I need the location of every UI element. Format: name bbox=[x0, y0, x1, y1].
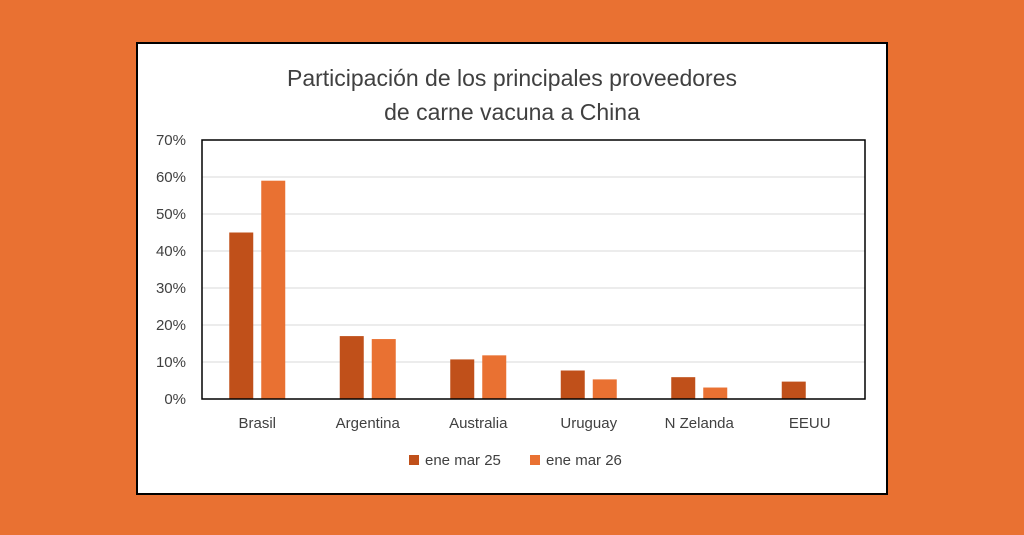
legend-label: ene mar 26 bbox=[546, 452, 622, 469]
bar bbox=[781, 381, 806, 399]
bar bbox=[229, 232, 254, 399]
y-tick-label: 10% bbox=[156, 354, 186, 371]
x-tick-label: Brasil bbox=[238, 415, 276, 432]
y-tick-label: 40% bbox=[156, 243, 186, 260]
y-axis-tick-labels: 0% 10% 20% 30% 40% 50% 60% 70% bbox=[156, 132, 186, 408]
bar bbox=[261, 180, 286, 399]
x-axis-tick-labels: Brasil Argentina Australia Uruguay N Zelanda… bbox=[238, 415, 830, 432]
chart-title-line-1: Participación de los principales proveed… bbox=[287, 65, 737, 91]
x-tick-label: EEUU bbox=[789, 415, 831, 432]
bar bbox=[592, 379, 617, 399]
chart-card: Participación de los principales proveed… bbox=[136, 42, 888, 495]
bar bbox=[450, 359, 475, 399]
gridlines bbox=[202, 176, 865, 363]
legend: ene mar 25 ene mar 26 bbox=[409, 452, 622, 469]
plot-area-border bbox=[201, 139, 866, 400]
legend-label: ene mar 25 bbox=[425, 452, 501, 469]
bar-chart: Participación de los principales proveed… bbox=[156, 65, 866, 469]
bar bbox=[560, 370, 585, 399]
legend-swatch bbox=[409, 455, 419, 465]
bars bbox=[229, 180, 806, 399]
chart-title-line-2: de carne vacuna a China bbox=[384, 99, 640, 125]
y-tick-label: 0% bbox=[164, 391, 186, 408]
bar bbox=[482, 355, 507, 399]
bar bbox=[703, 387, 728, 399]
x-tick-label: N Zelanda bbox=[665, 415, 735, 432]
x-tick-label: Uruguay bbox=[560, 415, 617, 432]
y-tick-label: 20% bbox=[156, 317, 186, 334]
bar bbox=[339, 336, 364, 399]
x-tick-label: Australia bbox=[449, 415, 508, 432]
bar bbox=[671, 377, 696, 399]
y-tick-label: 50% bbox=[156, 206, 186, 223]
x-tick-label: Argentina bbox=[336, 415, 401, 432]
y-tick-label: 70% bbox=[156, 132, 186, 149]
y-tick-label: 30% bbox=[156, 280, 186, 297]
legend-swatch bbox=[530, 455, 540, 465]
y-tick-label: 60% bbox=[156, 169, 186, 186]
bar bbox=[371, 339, 396, 399]
